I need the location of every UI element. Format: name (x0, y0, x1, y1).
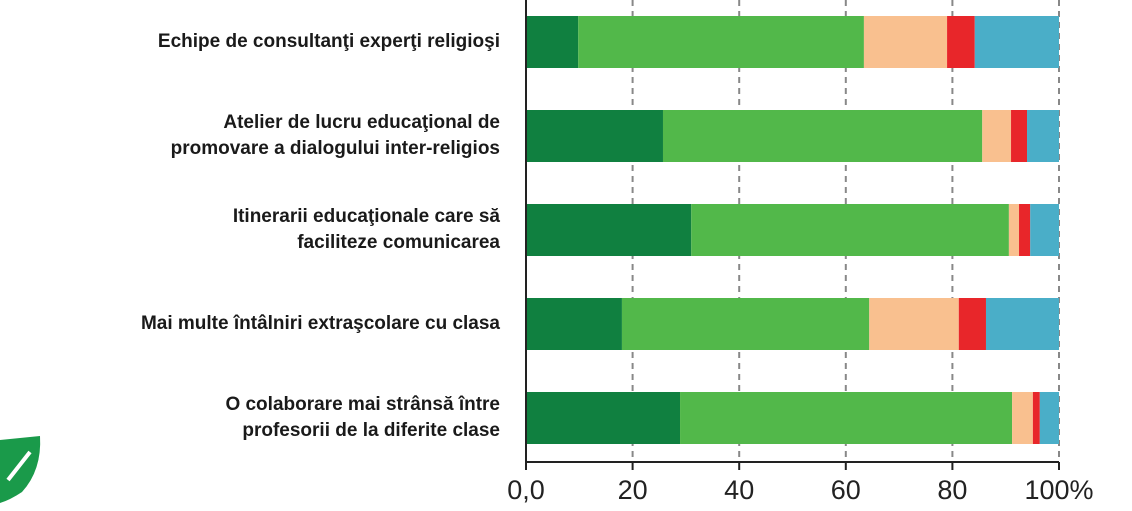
x-tick-label: 40 (724, 475, 754, 505)
category-label: promovare a dialogului inter-religios (171, 138, 500, 159)
logo (0, 436, 41, 503)
bar-segment (1012, 392, 1033, 444)
bar-segment (526, 204, 692, 256)
category-label: faciliteze comunicarea (297, 232, 500, 253)
bar-segment (578, 16, 864, 68)
category-label: Itinerarii educaţionale care să (233, 206, 501, 227)
bar-segment (1011, 110, 1028, 162)
bar-segment (958, 298, 986, 350)
bar-segment (526, 16, 579, 68)
category-label: profesorii de la diferite clase (242, 420, 500, 441)
category-label: Mai multe întâlniri extraşcolare cu clas… (141, 313, 500, 334)
bar-segment (526, 392, 681, 444)
bar-segment (1032, 392, 1040, 444)
x-tick-label: 80 (937, 475, 967, 505)
x-tick-label: 20 (618, 475, 648, 505)
category-label: Echipe de consultanţi experţi religioşi (158, 31, 500, 52)
bar-segment (662, 110, 983, 162)
bar-segment (1039, 392, 1059, 444)
x-tick-label: 100% (1024, 475, 1093, 505)
bar-segment (863, 16, 948, 68)
bar-segment (1027, 110, 1059, 162)
bar-segment (982, 110, 1012, 162)
bar-segment (1008, 204, 1020, 256)
x-tick-label: 60 (831, 475, 861, 505)
bar-segment (526, 298, 622, 350)
bar-segment (1030, 204, 1059, 256)
category-label: O colaborare mai strânsă între (225, 394, 500, 415)
bar-segment (947, 16, 975, 68)
category-label: Atelier de lucru educaţional de (223, 112, 500, 133)
bar-segment (680, 392, 1013, 444)
bar-segment (621, 298, 870, 350)
bar-segment (691, 204, 1009, 256)
bar-segment (526, 110, 663, 162)
bar-segment (985, 298, 1059, 350)
bar-segment (869, 298, 959, 350)
x-tick-label: 0,0 (507, 475, 545, 505)
bar-segment (974, 16, 1059, 68)
bar-segment (1019, 204, 1031, 256)
